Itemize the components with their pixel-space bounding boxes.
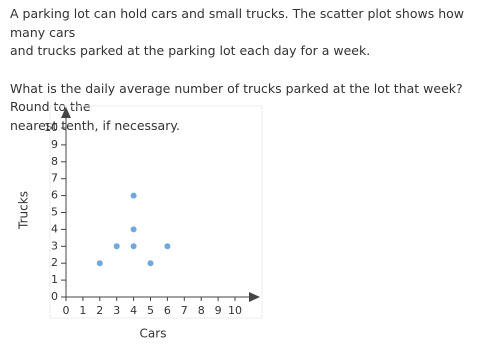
x-tick-label: 8 <box>198 304 205 317</box>
y-tick-label: 8 <box>51 155 58 168</box>
x-tick-label: 1 <box>79 304 86 317</box>
x-tick-label: 4 <box>130 304 137 317</box>
x-tick-label: 5 <box>147 304 154 317</box>
y-axis-label: Trucks <box>17 191 31 230</box>
intro-line: and trucks parked at the parking lot eac… <box>10 43 371 58</box>
x-tick-label: 6 <box>164 304 171 317</box>
y-tick-label: 10 <box>44 121 58 134</box>
x-tick-label: 9 <box>215 304 222 317</box>
y-tick-label: 5 <box>51 206 58 219</box>
y-tick-label: 1 <box>51 273 58 286</box>
chart-frame <box>49 105 263 319</box>
x-axis-label: Cars <box>140 327 167 341</box>
x-tick-label: 3 <box>113 304 120 317</box>
y-arrow <box>61 107 71 118</box>
x-tick-label: 2 <box>96 304 103 317</box>
intro-line: A parking lot can hold cars and small tr… <box>10 6 465 40</box>
x-tick-label: 0 <box>63 304 70 317</box>
x-tick-label: 7 <box>181 304 188 317</box>
y-tick-label: 4 <box>51 222 58 235</box>
x-tick-label: 10 <box>228 304 242 317</box>
y-tick-label: 6 <box>51 189 58 202</box>
y-tick-label: 7 <box>51 172 58 185</box>
point <box>130 192 137 199</box>
point <box>164 243 171 250</box>
question: A parking lot can hold cars and small tr… <box>10 5 499 135</box>
point <box>130 226 137 233</box>
y-tick-label: 2 <box>51 256 58 269</box>
y-tick-label: 3 <box>51 239 58 252</box>
point <box>113 243 120 250</box>
point <box>96 260 103 267</box>
y-tick-label: 9 <box>51 138 58 151</box>
point <box>147 260 154 267</box>
point <box>130 243 137 250</box>
x-arrow <box>249 292 260 302</box>
prompt-line: nearest tenth, if necessary. <box>10 117 180 133</box>
y-tick-label: 0 <box>51 290 58 303</box>
